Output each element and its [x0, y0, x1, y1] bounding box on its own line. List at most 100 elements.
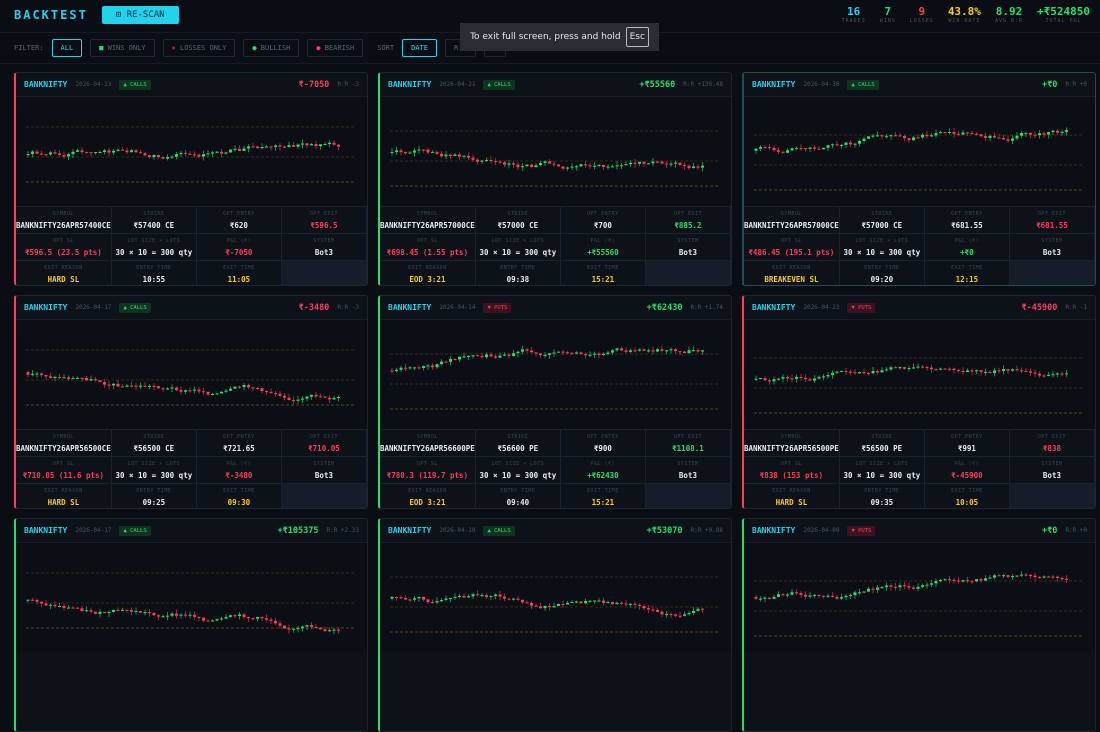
candle-body [678, 351, 682, 353]
candle-body [606, 166, 610, 168]
candle-body [952, 579, 956, 581]
trade-card[interactable]: BANKNIFTY 2026-04-30 ▲ CALLS +₹0 R:R +0 SYMBO… [742, 72, 1096, 286]
candle-body [202, 391, 205, 393]
trade-details: SYMBOL BANKNIFTY26APR56600PE STRIKE ₹56600 … [380, 429, 731, 508]
trade-card[interactable]: BANKNIFTY 2026-04-23 ▼ PUTS ₹-45900 R:R -1 SY… [742, 295, 1096, 509]
trade-card[interactable]: BANKNIFTY 2026-04-09 ▼ PUTS +₹0 R:R +0 [742, 518, 1096, 732]
detail-value: BANKNIFTY26APR57000CE [744, 221, 839, 230]
filter-option[interactable]: ✕ LOSSES ONLY [162, 39, 236, 57]
card-pnl: +₹0 [1041, 79, 1058, 90]
candle-body [238, 386, 241, 388]
candle-body [1011, 369, 1014, 371]
candle-body [831, 595, 834, 597]
trade-card[interactable]: BANKNIFTY 2026-04-17 ▲ CALLS ₹-3480 R:R -3 SY… [14, 295, 368, 509]
candle-body [1020, 574, 1023, 576]
detail-cell: STRIKE ₹57000 CE [475, 206, 561, 233]
candle-body [426, 599, 430, 603]
detail-label: EXIT TIME [587, 488, 619, 494]
candle-body [462, 155, 466, 157]
stats: 16 TRADES 7 WINS 9 LOSSES 43.8% WIN RATE 8.92 AVG… [842, 5, 1090, 24]
candle-body [754, 378, 758, 380]
candle-body [53, 604, 57, 607]
price-chart [380, 320, 731, 429]
detail-label: SYSTEM [677, 461, 699, 467]
candle-body [817, 594, 821, 596]
candle-body [597, 164, 601, 166]
candle-body [525, 164, 529, 167]
rescan-button[interactable]: ⊡ RE-SCAN [101, 6, 179, 24]
candle-body [584, 600, 587, 604]
detail-label: EXIT TIME [587, 265, 619, 271]
filter-option[interactable]: ● BEARISH [307, 39, 364, 57]
candle-body [880, 587, 884, 589]
candle-body [301, 398, 304, 400]
filter-option[interactable]: ALL [51, 39, 83, 57]
candle-body [202, 154, 205, 157]
detail-label: EXIT TIME [951, 265, 983, 271]
candle-body [602, 353, 605, 356]
candle-body [494, 594, 497, 597]
detail-label: SYMBOL [52, 211, 74, 217]
candle-body [49, 604, 52, 606]
candle-body [143, 385, 147, 387]
trade-card[interactable]: BANKNIFTY 2026-04-14 ▼ PUTS +₹62430 R:R +1.7… [378, 295, 732, 509]
trade-card[interactable]: BANKNIFTY 2026-04-17 ▲ CALLS +₹105375 R:R +2… [14, 518, 368, 732]
trade-details: SYMBOL BANKNIFTY26APR57000CE STRIKE ₹57000 … [380, 206, 731, 285]
candle-body [480, 160, 484, 162]
candle-body [916, 137, 920, 139]
candle-body [934, 581, 938, 584]
candle-body [283, 625, 286, 629]
card-pnl: +₹105375 [277, 525, 319, 536]
sort-option[interactable]: DATE [402, 39, 437, 57]
candle-body [566, 352, 569, 354]
candle-body [170, 387, 174, 389]
detail-value: BANKNIFTY26APR57400CE [16, 221, 111, 230]
stat-label: WINS [879, 18, 896, 24]
detail-label: P&L (₹) [226, 461, 252, 467]
stat: 7 WINS [880, 5, 896, 24]
detail-cell: OPT SL ₹698.45 (1.55 pts) [380, 233, 476, 260]
candle-body [858, 372, 861, 374]
filter-option[interactable]: ■ WINS ONLY [90, 39, 155, 57]
candle-body [314, 627, 318, 629]
candle-body [62, 154, 66, 157]
detail-value: ₹698.45 (1.55 pts) [386, 248, 469, 257]
candle-body [238, 614, 241, 617]
candle-body [683, 164, 686, 166]
candle-body [575, 166, 578, 168]
candle-body [404, 367, 407, 369]
detail-label: OPT ENTRY [587, 434, 619, 440]
candle-body [894, 586, 897, 588]
candle-body [453, 154, 457, 156]
candle-body [390, 370, 394, 372]
candle-body [287, 397, 291, 401]
trade-card[interactable]: BANKNIFTY 2026-04-10 ▲ CALLS +₹53070 R:R +9.… [378, 518, 732, 732]
candle-body [471, 594, 475, 597]
detail-value: ₹838 (153 pts) [759, 471, 824, 480]
candle-body [692, 610, 695, 614]
detail-value: 10:55 [142, 275, 166, 284]
candle-body [1029, 371, 1032, 373]
candle-body [175, 387, 178, 391]
detail-value: ₹486.45 (195.1 pts) [748, 248, 835, 257]
candle-body [548, 353, 551, 355]
detail-label: ENTRY TIME [136, 265, 172, 271]
candle-body [94, 152, 97, 154]
candle-body [233, 615, 237, 617]
candle-body [422, 149, 425, 151]
detail-cell: OPT ENTRY ₹721.65 [196, 429, 282, 456]
detail-cell: P&L (₹) +₹62430 [560, 456, 646, 483]
candle-body [660, 349, 664, 351]
candle-body [31, 151, 34, 155]
candle-body [795, 376, 798, 379]
candle-body [476, 159, 479, 162]
trade-card[interactable]: BANKNIFTY 2026-04-23 ▲ CALLS ₹-7050 R:R -3 SY… [14, 72, 368, 286]
detail-cell: P&L (₹) ₹-7050 [196, 233, 282, 260]
detail-value: EOD 3:21 [409, 498, 446, 507]
candle-body [939, 579, 942, 582]
candle-body [440, 361, 443, 365]
trade-card[interactable]: BANKNIFTY 2026-04-21 ▲ CALLS +₹55560 R:R +13… [378, 72, 732, 286]
candle-body [997, 575, 1001, 577]
candle-body [930, 135, 933, 137]
filter-option[interactable]: ● BULLISH [243, 39, 300, 57]
